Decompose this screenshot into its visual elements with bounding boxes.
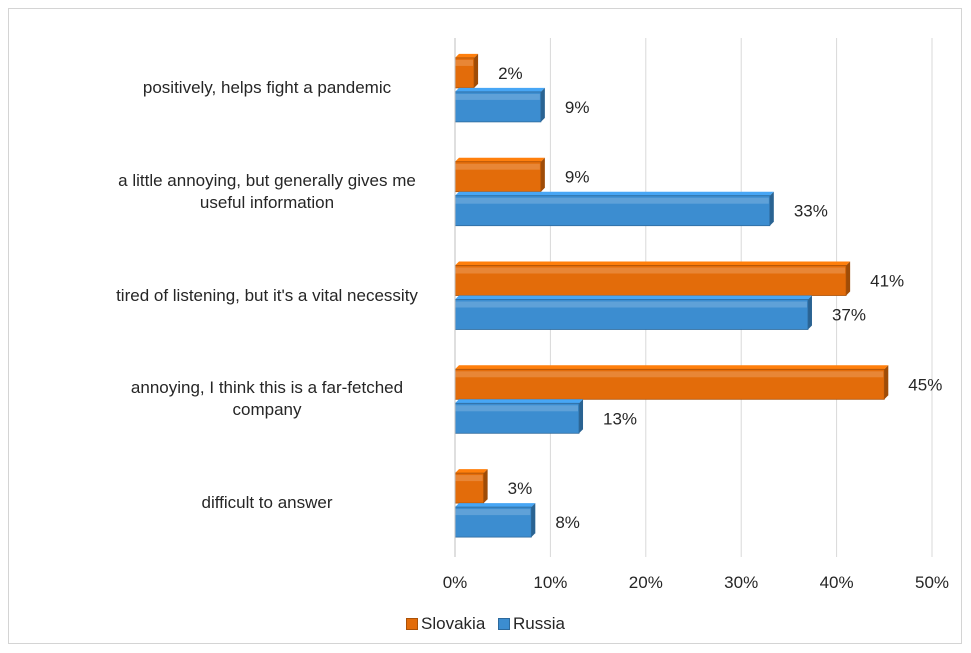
- category-label-line: tired of listening, but it's a vital nec…: [116, 285, 418, 305]
- bar-highlight: [455, 371, 884, 378]
- bar-side-face: [846, 261, 851, 296]
- category-label-line: positively, helps fight a pandemic: [142, 77, 392, 97]
- category-label-line: difficult to answer: [201, 493, 333, 513]
- data-label: 33%: [794, 202, 828, 221]
- data-label: 37%: [832, 306, 866, 325]
- legend-label-russia: Russia: [513, 614, 565, 633]
- bar-highlight: [455, 301, 807, 308]
- category-label: difficult to answer: [92, 492, 442, 514]
- category-label-line: company: [232, 400, 302, 420]
- bar-side-face: [531, 503, 536, 538]
- x-tick-label: 50%: [915, 573, 949, 592]
- category-label: annoying, I think this is a far-fetched c…: [92, 377, 442, 421]
- bar-russia-4: [454, 402, 580, 434]
- bar-highlight: [455, 267, 846, 274]
- data-label: 3%: [508, 479, 533, 498]
- bar-side-face: [769, 191, 774, 226]
- bar-side-face: [540, 157, 545, 192]
- bar-side-face: [540, 87, 545, 122]
- bar-highlight: [455, 475, 483, 482]
- legend-item-russia: Russia: [498, 614, 565, 634]
- x-tick-label: 10%: [533, 573, 567, 592]
- bar-side-face: [483, 469, 488, 504]
- bar-russia-2: [454, 195, 771, 227]
- x-tick-label: 30%: [724, 573, 758, 592]
- bar-top-face: [455, 399, 584, 404]
- data-label: 9%: [565, 168, 590, 187]
- data-label: 45%: [908, 375, 942, 394]
- bar-top-face: [455, 365, 889, 370]
- x-tick-label: 20%: [629, 573, 663, 592]
- bar-highlight: [455, 93, 540, 100]
- category-label-line: a little annoying, but generally gives m…: [118, 170, 416, 190]
- bar-side-face: [884, 365, 889, 400]
- bar-russia-1: [454, 91, 542, 123]
- x-tick-label: 0%: [443, 573, 468, 592]
- category-label: a little annoying, but generally gives m…: [92, 170, 442, 214]
- x-tick-label: 40%: [820, 573, 854, 592]
- category-label: tired of listening, but it's a vital nec…: [92, 285, 442, 307]
- legend-swatch-slovakia: [406, 618, 419, 630]
- bar-side-face: [807, 295, 812, 330]
- bar-top-face: [455, 261, 851, 266]
- data-label: 2%: [498, 64, 523, 83]
- data-label: 13%: [603, 409, 637, 428]
- bar-top-face: [455, 191, 774, 196]
- bar-top-face: [455, 87, 545, 92]
- bar-highlight: [455, 197, 769, 204]
- bar-highlight: [455, 59, 474, 66]
- bar-top-face: [455, 469, 488, 474]
- category-label-line: useful information: [199, 192, 335, 212]
- bar-top-face: [455, 295, 812, 300]
- legend-swatch-russia: [498, 618, 511, 630]
- data-label: 8%: [555, 513, 580, 532]
- legend-label-slovakia: Slovakia: [421, 614, 486, 633]
- bar-top-face: [455, 157, 545, 162]
- bar-highlight: [455, 509, 531, 516]
- bar-side-face: [474, 53, 479, 88]
- bar-side-face: [579, 399, 584, 434]
- data-label: 9%: [565, 98, 590, 117]
- bar-top-face: [455, 53, 479, 58]
- data-label: 41%: [870, 272, 904, 291]
- bar-highlight: [455, 163, 540, 170]
- category-label: positively, helps fight a pandemic: [92, 77, 442, 99]
- legend-item-slovakia: Slovakia: [406, 614, 485, 634]
- bar-top-face: [455, 503, 536, 508]
- category-label-line: annoying, I think this is a far-fetched: [130, 378, 404, 398]
- bar-russia-3: [454, 299, 809, 330]
- legend: Slovakia Russia: [0, 614, 971, 634]
- bar-highlight: [455, 405, 579, 412]
